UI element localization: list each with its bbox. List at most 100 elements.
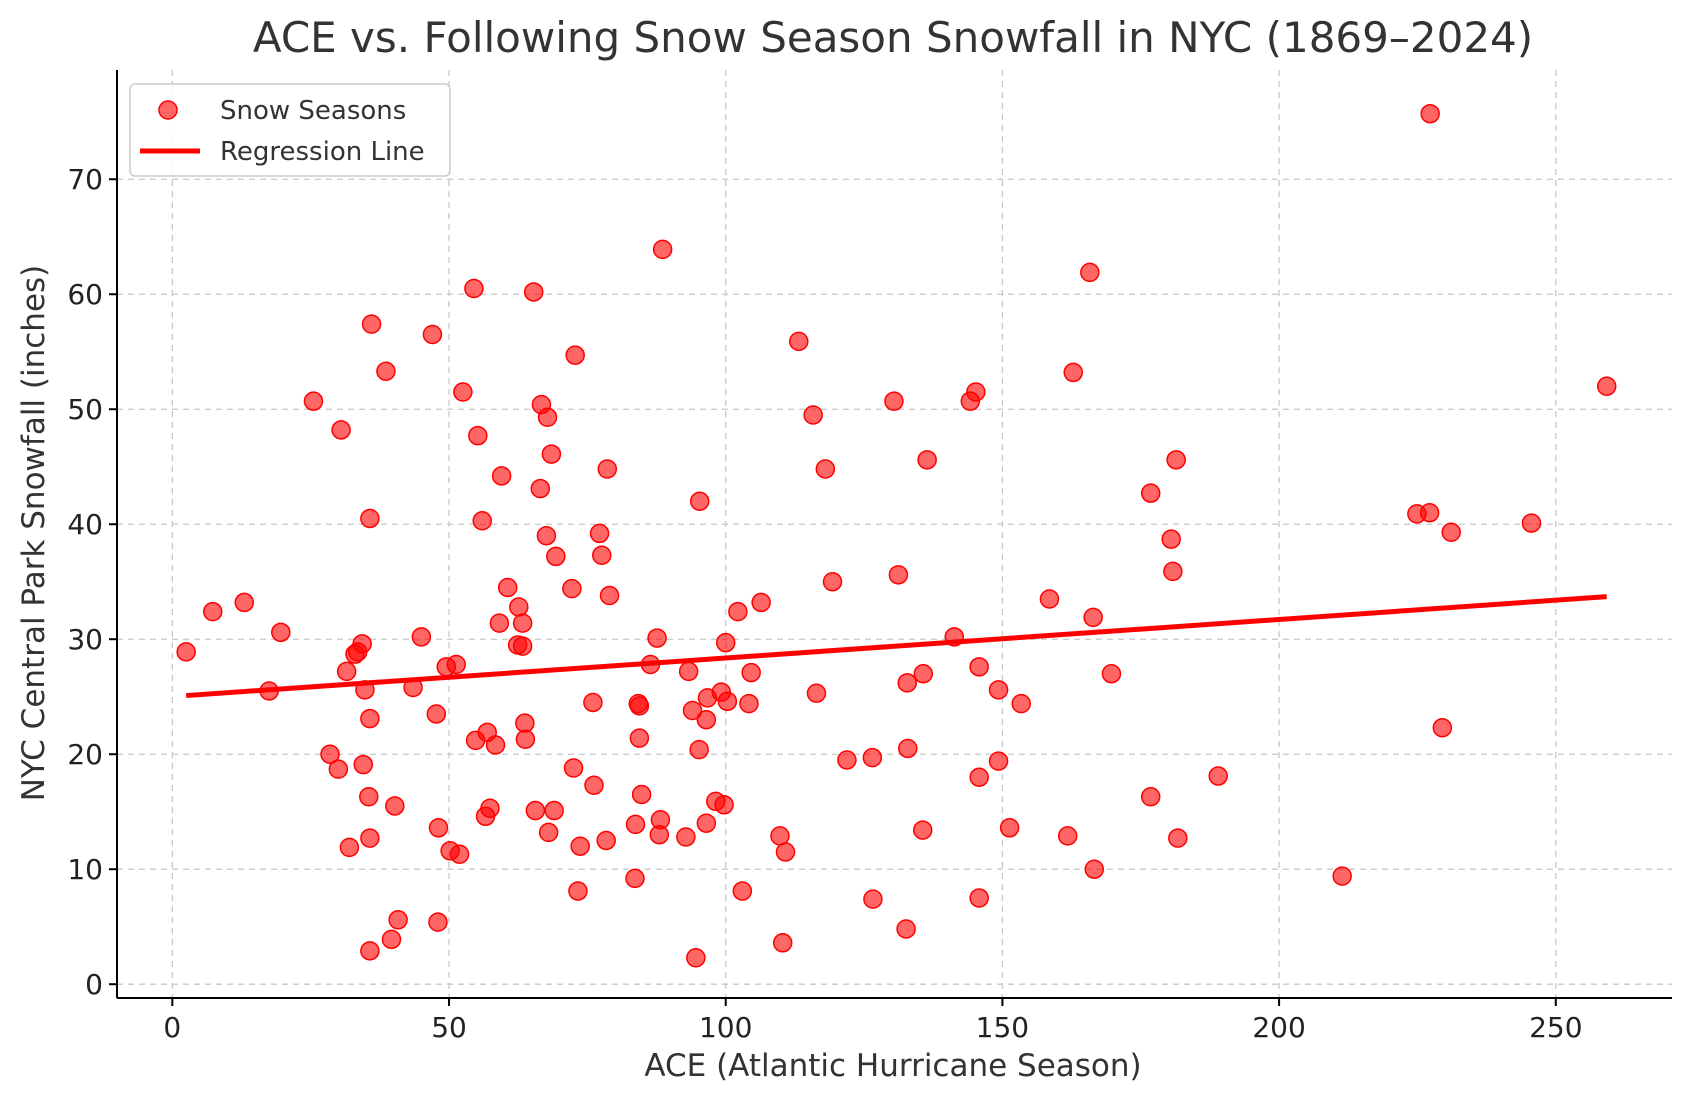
data-point [682, 700, 703, 721]
chart-title: ACE vs. Following Snow Season Snowfall i… [253, 13, 1533, 62]
data-point [202, 601, 223, 622]
data-point [328, 759, 349, 779]
data-point [320, 744, 340, 764]
data-point [541, 444, 562, 464]
tick-labels: 0 50 100 150 200 250 0 10 20 30 40 50 60 70 [67, 163, 1582, 1044]
data-point [896, 919, 916, 939]
data-point [631, 784, 652, 805]
data-point [863, 889, 883, 909]
x-tick-label: 0 [163, 1011, 181, 1044]
data-point [1332, 866, 1352, 886]
data-point [969, 767, 989, 787]
data-point [446, 654, 466, 675]
data-point [512, 636, 533, 656]
data-point [530, 478, 551, 499]
data-point [360, 708, 380, 729]
data-point [1140, 787, 1161, 807]
data-point [234, 592, 255, 613]
data-point [525, 800, 546, 821]
data-point [775, 842, 796, 862]
data-point [1166, 450, 1186, 470]
data-point [360, 941, 380, 961]
y-tick-label: 20 [67, 738, 103, 771]
data-point [689, 739, 709, 760]
data-point [563, 758, 584, 778]
x-tick-label: 50 [431, 1011, 467, 1044]
data-point [969, 888, 989, 908]
regression-line [185, 594, 1607, 699]
data-point [686, 948, 706, 968]
data-point [512, 613, 533, 633]
data-point [523, 282, 544, 302]
data-point [647, 628, 667, 648]
data-point [728, 601, 748, 622]
data-point [1419, 502, 1440, 523]
data-point [862, 747, 883, 768]
data-point [589, 523, 610, 544]
data-point [453, 382, 473, 402]
data-point [515, 713, 535, 733]
data-point [339, 837, 360, 858]
data-point [676, 827, 696, 847]
data-point [1080, 262, 1100, 283]
data-point [583, 692, 603, 713]
data-point [1441, 522, 1461, 543]
data-point [596, 830, 616, 851]
data-point [176, 642, 196, 662]
x-axis-label: ACE (Atlantic Hurricane Season) [644, 1048, 1141, 1084]
data-point [913, 663, 934, 684]
data-point [1168, 828, 1188, 848]
data-point [678, 661, 699, 682]
y-tick-label: 10 [67, 853, 103, 886]
data-point [999, 818, 1020, 838]
data-point [472, 511, 492, 531]
data-point [751, 592, 771, 613]
y-tick-label: 50 [67, 393, 103, 426]
data-point [468, 425, 488, 446]
axes [109, 70, 1672, 1006]
regression-line-layer [185, 594, 1607, 699]
data-point [597, 459, 618, 479]
data-point [912, 820, 933, 840]
data-point [537, 407, 558, 428]
data-point [584, 775, 604, 796]
data-point [1084, 859, 1105, 879]
data-point [565, 345, 585, 365]
data-point [546, 546, 566, 567]
data-point [652, 239, 673, 260]
data-point [388, 910, 408, 930]
data-point [544, 800, 564, 821]
data-point [717, 691, 738, 712]
data-point [1101, 663, 1122, 684]
data-point [331, 420, 351, 440]
y-tick-label: 40 [67, 508, 103, 541]
x-tick-label: 150 [976, 1011, 1029, 1044]
data-point [696, 709, 717, 730]
data-point [739, 693, 759, 714]
data-point [988, 751, 1009, 771]
data-point [491, 466, 512, 486]
data-point [1163, 561, 1183, 582]
data-point [1057, 826, 1078, 846]
data-point [969, 657, 989, 677]
data-point [837, 750, 857, 770]
data-point [806, 683, 827, 704]
data-point [599, 585, 620, 606]
y-axis-label: NYC Central Park Snowfall (inches) [16, 265, 52, 802]
data-point [898, 738, 918, 759]
data-point [1521, 513, 1542, 533]
data-point [562, 578, 582, 599]
data-point [1420, 103, 1440, 124]
data-point [1596, 376, 1617, 396]
data-point [336, 661, 357, 682]
x-tick-label: 100 [699, 1011, 752, 1044]
data-point [485, 735, 506, 755]
data-point [422, 324, 443, 345]
data-point [360, 828, 380, 848]
data-point [629, 728, 650, 748]
data-point [772, 933, 793, 953]
data-point [815, 459, 836, 479]
data-point [376, 361, 396, 382]
data-point [822, 571, 843, 592]
data-point [361, 314, 382, 334]
